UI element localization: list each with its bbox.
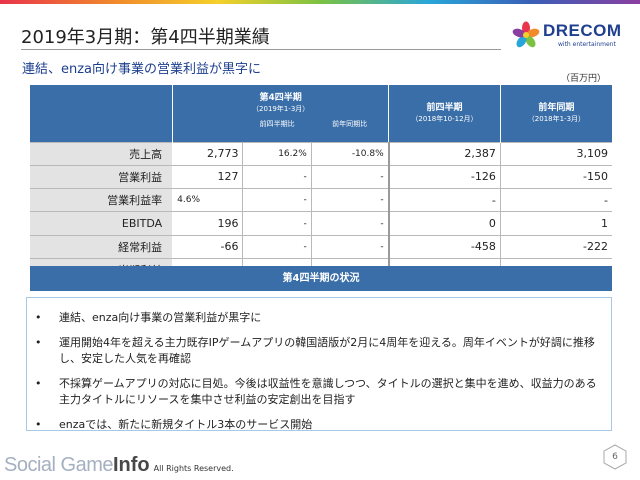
page-number-text: 6 bbox=[612, 452, 618, 462]
table-row: 営業利益率 4.6% - - - - bbox=[30, 188, 612, 213]
cell-q4: 127 bbox=[172, 165, 243, 190]
page-subtitle: 連結、enza向け事業の営業利益が黒字に bbox=[22, 62, 262, 77]
row-label: 売上高 bbox=[30, 141, 173, 166]
cell-yoy: -10.8% bbox=[310, 141, 389, 166]
header-blank bbox=[30, 85, 173, 142]
header-prev-year-label: 前年同期 bbox=[538, 102, 575, 113]
cell-qoq: - bbox=[242, 188, 312, 213]
logo-petals-icon bbox=[512, 21, 540, 48]
list-item: • 不採算ゲームアプリの対応に目処。今後は収益性を意識しつつ、タイトルの選択と集中… bbox=[35, 376, 597, 408]
bullet-text: 不採算ゲームアプリの対応に目処。今後は収益性を意識しつつ、タイトルの選択と集中を… bbox=[59, 377, 597, 406]
cell-prev-quarter: 0 bbox=[387, 211, 501, 236]
bullet-dot-icon: • bbox=[35, 311, 42, 324]
table-header-row: 第4四半期 （2019年1-3月） 前四半期比 前年同期比 前四半期 （2018… bbox=[30, 85, 612, 142]
table-row: 売上高 2,773 16.2% -10.8% 2,387 3,109 bbox=[30, 141, 612, 166]
cell-q4: 4.6% bbox=[172, 188, 243, 213]
cell-q4: -66 bbox=[172, 235, 243, 259]
cell-prev-quarter: 2,387 bbox=[387, 141, 501, 166]
page-number-hexagon-icon bbox=[603, 444, 627, 470]
list-item: • 連結、enza向け事業の営業利益が黒字に bbox=[35, 310, 597, 326]
results-table: 第4四半期 （2019年1-3月） 前四半期比 前年同期比 前四半期 （2018… bbox=[30, 85, 612, 283]
top-rainbow-stripe bbox=[0, 0, 640, 4]
row-label: EBITDA bbox=[30, 211, 173, 236]
watermark-social-game: Social Game bbox=[4, 454, 114, 476]
bullet-dot-icon: • bbox=[35, 418, 42, 431]
cell-yoy: - bbox=[310, 165, 389, 190]
cell-qoq: - bbox=[242, 235, 312, 259]
title-divider bbox=[21, 49, 501, 50]
header-prev-year-period: （2018年1-3月） bbox=[527, 115, 586, 123]
bullet-text: 運用開始4年を超える主力既存IPゲームアプリの韓国語版が2月に4周年を迎える。周… bbox=[59, 336, 595, 365]
row-label: 営業利益 bbox=[30, 165, 173, 190]
cell-qoq: 16.2% bbox=[242, 141, 312, 166]
list-item: • 運用開始4年を超える主力既存IPゲームアプリの韓国語版が2月に4周年を迎える。… bbox=[35, 335, 597, 367]
unit-label: （百万円） bbox=[560, 74, 606, 84]
cell-q4: 196 bbox=[172, 211, 243, 236]
page-title: 2019年3月期：第4四半期業績 bbox=[21, 27, 270, 48]
table-row: 経常利益 -66 - - -458 -222 bbox=[30, 235, 612, 259]
header-prev-quarter-label: 前四半期 bbox=[426, 102, 463, 113]
copyright-text: All Rights Reserved. bbox=[153, 464, 234, 473]
page-number: 6 bbox=[603, 444, 627, 470]
header-q4: 第4四半期 （2019年1-3月） 前四半期比 前年同期比 bbox=[172, 85, 389, 142]
row-label: 経常利益 bbox=[30, 235, 173, 259]
bullet-dot-icon: • bbox=[35, 336, 42, 349]
cell-yoy: - bbox=[310, 188, 389, 213]
header-yoy: 前年同期比 bbox=[332, 120, 368, 128]
cell-qoq: - bbox=[242, 211, 312, 236]
cell-prev-year: 1 bbox=[499, 211, 612, 236]
header-qoq: 前四半期比 bbox=[259, 120, 295, 128]
table-row: 営業利益 127 - - -126 -150 bbox=[30, 165, 612, 190]
cell-yoy: - bbox=[310, 211, 389, 236]
header-q4-period: （2019年1-3月） bbox=[252, 105, 310, 114]
watermark: Social GameInfo All Rights Reserved. bbox=[4, 454, 234, 478]
cell-prev-quarter: -126 bbox=[387, 165, 501, 190]
status-bullet-box: • 連結、enza向け事業の営業利益が黒字に • 運用開始4年を超える主力既存IPゲ… bbox=[26, 297, 612, 431]
cell-prev-year: - bbox=[499, 188, 612, 213]
header-prev-quarter: 前四半期 （2018年10-12月） bbox=[388, 85, 501, 142]
bullet-text: enzaでは、新たに新規タイトル3本のサービス開始 bbox=[59, 418, 313, 431]
header-prev-quarter-period: （2018年10-12月） bbox=[411, 115, 478, 123]
cell-prev-year: -150 bbox=[499, 165, 612, 190]
table-row: EBITDA 196 - - 0 1 bbox=[30, 211, 612, 236]
watermark-info: Info bbox=[113, 454, 150, 476]
cell-qoq: - bbox=[242, 165, 312, 190]
logo-brand-text: DRECOM bbox=[543, 21, 622, 40]
row-label: 営業利益率 bbox=[30, 188, 173, 213]
cell-prev-quarter: - bbox=[387, 188, 501, 213]
bullet-text: 連結、enza向け事業の営業利益が黒字に bbox=[59, 311, 262, 324]
status-section-header: 第4四半期の状況 bbox=[30, 266, 612, 291]
cell-prev-quarter: -458 bbox=[387, 235, 501, 259]
logo-tagline: with entertainment bbox=[558, 41, 616, 48]
company-logo: DRECOM with entertainment bbox=[512, 19, 622, 51]
cell-q4: 2,773 bbox=[172, 141, 243, 166]
cell-prev-year: -222 bbox=[499, 235, 612, 259]
cell-yoy: - bbox=[310, 235, 389, 259]
bullet-dot-icon: • bbox=[35, 377, 42, 390]
status-bullet-list: • 連結、enza向け事業の営業利益が黒字に • 運用開始4年を超える主力既存IPゲ… bbox=[35, 310, 597, 433]
cell-prev-year: 3,109 bbox=[499, 141, 612, 166]
header-prev-year: 前年同期 （2018年1-3月） bbox=[499, 85, 612, 142]
header-q4-label: 第4四半期 bbox=[259, 93, 302, 103]
list-item: • enzaでは、新たに新規タイトル3本のサービス開始 bbox=[35, 417, 597, 433]
